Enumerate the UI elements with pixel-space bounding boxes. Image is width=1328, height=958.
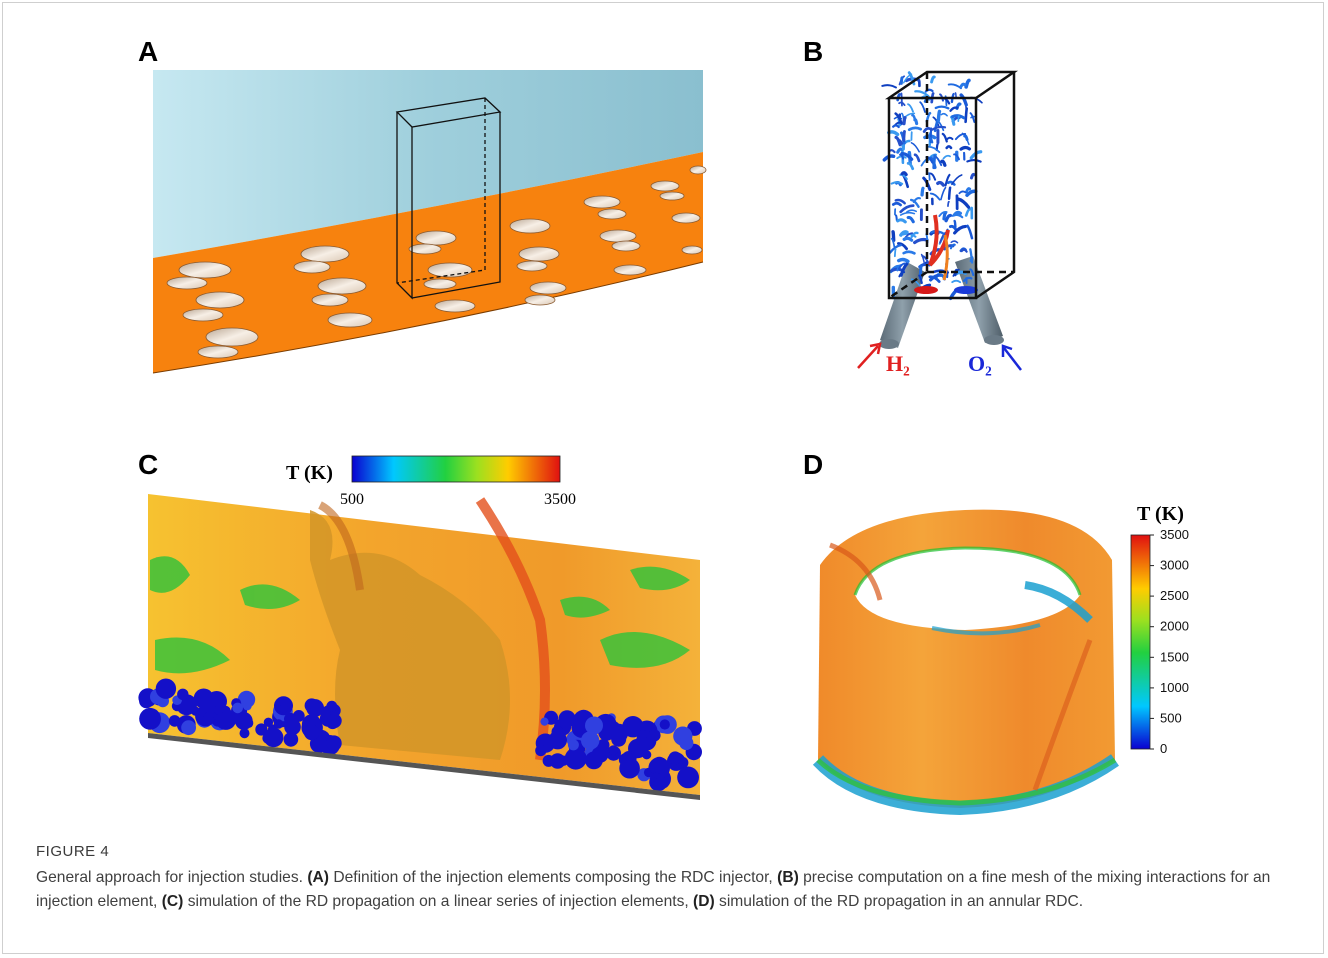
caption-text-b: precise computation on a fine mesh of th… — [36, 869, 1271, 910]
panel-c-base — [148, 733, 700, 800]
injector-plate — [153, 152, 703, 373]
fuel-arrow — [857, 342, 882, 369]
caption-tag-c: (C) — [161, 893, 184, 910]
colorbar-c-max: 3500 — [544, 491, 576, 508]
colorbar-d-tick-label: 500 — [1160, 710, 1182, 725]
oxidizer-arrow — [1001, 344, 1022, 371]
caption-tag-a: (A) — [307, 869, 329, 886]
fuel-inlet — [914, 286, 938, 294]
colorbar-c-min: 500 — [340, 491, 364, 508]
panel-d-illustration: T (K) 3500 3000 2500 2000 1500 1000 500 0 — [812, 503, 1189, 816]
figure-caption: General approach for injection studies. … — [36, 866, 1298, 914]
domain-box — [884, 70, 1019, 300]
caption-text-a: Definition of the injection elements com… — [328, 869, 773, 886]
oxidizer-label: O₂ — [968, 351, 992, 376]
caption-text-c: simulation of the RD propagation on a li… — [183, 893, 689, 910]
annulus-opening — [855, 548, 1080, 630]
panel-a-illustration — [152, 70, 707, 374]
colorbar-d-ticks: 3500 3000 2500 2000 1500 1000 500 0 — [1150, 527, 1189, 756]
panel-b-label: B — [803, 36, 824, 67]
caption-tag-d: (D) — [693, 893, 715, 910]
caption-intro: General approach for injection studies. — [36, 869, 303, 886]
fresh-gas-vortices-c — [138, 678, 702, 792]
colorbar-d-tick-label: 0 — [1160, 741, 1167, 756]
colorbar-d-tick-label: 1000 — [1160, 680, 1189, 695]
injection-holes — [166, 165, 707, 359]
colorbar-d-tick-label: 3000 — [1160, 558, 1189, 573]
fuel-pipe — [880, 262, 925, 348]
green-mixing-regions — [150, 556, 690, 674]
oxidizer-pipe — [955, 256, 1003, 343]
fuel-label: H₂ — [886, 351, 910, 376]
colorbar-d-tick-label: 2000 — [1160, 619, 1189, 634]
colorbar-d-tick-label: 3500 — [1160, 527, 1189, 542]
plate-edge — [152, 261, 704, 374]
oxidizer-inlet — [954, 286, 978, 294]
colorbar-d — [1130, 534, 1151, 750]
panel-d-label: D — [803, 449, 824, 480]
colorbar-c-title: T (K) — [286, 462, 333, 484]
colorbar-d-title: T (K) — [1137, 503, 1184, 525]
colorbar-d-tick-label: 1500 — [1160, 649, 1189, 664]
panel-c-label: C — [138, 449, 159, 480]
colorbar-c — [351, 455, 561, 483]
caption-tag-b: (B) — [777, 869, 799, 886]
caption-text-d: simulation of the RD propagation in an a… — [714, 893, 1084, 910]
injection-element-box — [395, 97, 502, 300]
panel-c-illustration: T (K) 500 3500 — [138, 455, 702, 800]
figure-number: FIGURE 4 — [36, 843, 110, 860]
panel-b-illustration: H₂ O₂ — [857, 70, 1022, 376]
colorbar-d-tick-label: 2500 — [1160, 588, 1189, 603]
panel-a-label: A — [138, 36, 159, 67]
chamber-wall-surface — [153, 70, 703, 258]
